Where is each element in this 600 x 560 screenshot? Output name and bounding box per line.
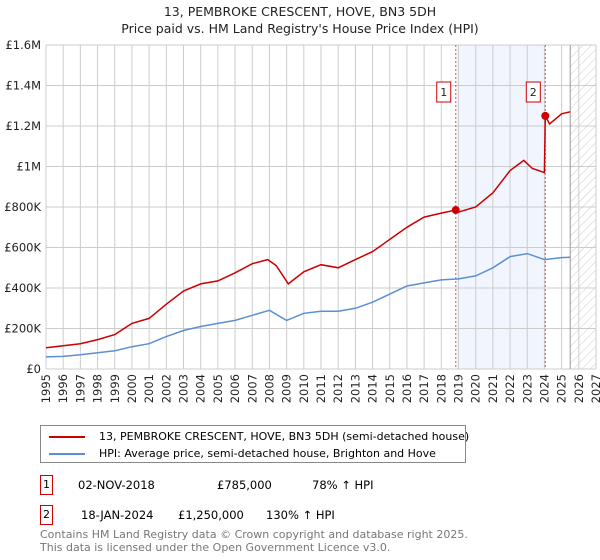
legend: 13, PEMBROKE CRESCENT, HOVE, BN3 5DH (se… <box>40 425 469 463</box>
annotation-label: 1 <box>440 86 447 99</box>
transaction-date: 02-NOV-2018 <box>78 478 155 492</box>
legend-label: HPI: Average price, semi-detached house,… <box>99 447 436 460</box>
x-tick-label: 2008 <box>262 374 276 403</box>
legend-swatch-blue <box>49 452 85 455</box>
footer: Contains HM Land Registry data © Crown c… <box>40 528 468 554</box>
transaction-price: £785,000 <box>217 478 272 492</box>
y-tick-label: £1.6M <box>5 38 41 52</box>
y-tick-label: £0 <box>26 362 41 376</box>
x-tick-label: 2009 <box>280 374 294 403</box>
transaction-price: £1,250,000 <box>178 508 244 522</box>
series-line-hpi <box>45 252 571 358</box>
annotation-label: 2 <box>530 86 537 99</box>
y-tick-label: £400K <box>4 281 41 295</box>
transaction-hpi: 78% ↑ HPI <box>312 478 374 492</box>
x-tick-label: 2019 <box>452 374 466 403</box>
x-tick-label: 2012 <box>331 374 345 403</box>
x-tick-label: 2003 <box>177 374 191 403</box>
x-tick-label: 2022 <box>503 374 517 403</box>
y-tick-label: £800K <box>4 200 41 214</box>
annotation-box <box>436 81 452 103</box>
x-tick-label: 2018 <box>434 374 448 403</box>
legend-label: 13, PEMBROKE CRESCENT, HOVE, BN3 5DH (se… <box>99 430 470 443</box>
x-tick-label: 2025 <box>555 374 569 403</box>
x-tick-label: 2013 <box>348 374 362 403</box>
transaction-row: 2 18-JAN-2024 £1,250,000 130% ↑ HPI <box>40 505 440 525</box>
transaction-badge: 1 <box>40 475 53 495</box>
x-tick-label: 1999 <box>108 374 122 403</box>
x-tick-label: 2017 <box>417 374 431 403</box>
y-tick-label: £600K <box>4 241 41 255</box>
x-tick-label: 2024 <box>537 374 551 403</box>
y-tick-label: £1M <box>16 160 41 174</box>
x-tick-label: 1997 <box>73 374 87 403</box>
chart-subtitle: Price paid vs. HM Land Registry's House … <box>121 21 478 36</box>
sale-point <box>451 206 460 215</box>
annotation-box <box>525 81 541 103</box>
x-tick-label: 2005 <box>211 374 225 403</box>
series-line-property <box>45 111 571 349</box>
x-tick-label: 2016 <box>400 374 414 403</box>
y-tick-label: £1.4M <box>5 79 41 93</box>
x-tick-label: 2020 <box>469 374 483 403</box>
transaction-row: 1 02-NOV-2018 £785,000 78% ↑ HPI <box>40 475 440 495</box>
x-tick-label: 1998 <box>91 374 105 403</box>
y-tick-label: £1.2M <box>5 119 41 133</box>
legend-swatch-red <box>49 435 85 438</box>
sale-point <box>541 111 550 120</box>
x-tick-label: 2021 <box>486 374 500 403</box>
transaction-date: 18-JAN-2024 <box>81 508 154 522</box>
x-tick-label: 2001 <box>142 374 156 403</box>
transaction-badge: 2 <box>40 505 53 525</box>
x-tick-label: 2006 <box>228 374 242 403</box>
legend-item-property: 13, PEMBROKE CRESCENT, HOVE, BN3 5DH (se… <box>49 430 469 443</box>
x-tick-label: 2010 <box>297 374 311 403</box>
x-tick-label: 2014 <box>366 374 380 403</box>
x-tick-label: 2023 <box>520 374 534 403</box>
x-tick-label: 2004 <box>194 374 208 403</box>
y-tick-label: £200K <box>4 322 41 336</box>
transaction-hpi: 130% ↑ HPI <box>266 508 335 522</box>
x-tick-label: 1995 <box>39 374 53 403</box>
x-tick-label: 2000 <box>125 374 139 403</box>
x-tick-label: 2011 <box>314 374 328 403</box>
footer-line: Contains HM Land Registry data © Crown c… <box>40 528 468 541</box>
x-tick-label: 2027 <box>589 374 600 403</box>
footer-line: This data is licensed under the Open Gov… <box>40 541 391 554</box>
legend-item-hpi: HPI: Average price, semi-detached house,… <box>49 447 436 460</box>
x-tick-label: 1996 <box>56 374 70 403</box>
x-tick-label: 2002 <box>159 374 173 403</box>
chart-title: 13, PEMBROKE CRESCENT, HOVE, BN3 5DH <box>164 4 436 19</box>
x-tick-label: 2015 <box>383 374 397 403</box>
x-tick-label: 2026 <box>572 374 586 403</box>
x-tick-label: 2007 <box>245 374 259 403</box>
price-chart: 13, PEMBROKE CRESCENT, HOVE, BN3 5DH Pri… <box>4 4 600 403</box>
